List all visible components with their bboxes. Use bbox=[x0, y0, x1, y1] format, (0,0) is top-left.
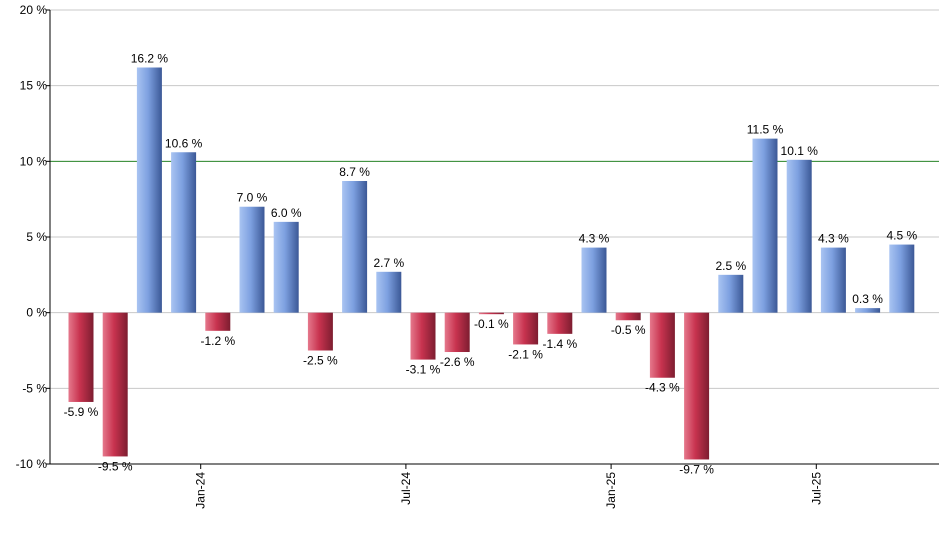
bar bbox=[273, 221, 299, 313]
x-tick-label: Jul-25 bbox=[809, 472, 823, 505]
bar bbox=[376, 271, 402, 313]
data-label: -0.5 % bbox=[611, 323, 646, 337]
data-label: 4.5 % bbox=[886, 229, 917, 243]
data-label: -9.5 % bbox=[98, 459, 133, 473]
bar bbox=[786, 159, 812, 313]
data-label: 2.7 % bbox=[373, 256, 404, 270]
data-label: 7.0 % bbox=[237, 191, 268, 205]
axes: 20 % 15 % 10 % 5 % 0 % -5 % -10 % Jan-24 Jul-24 J… bbox=[16, 3, 939, 509]
bar bbox=[478, 312, 504, 315]
bar bbox=[205, 312, 231, 331]
x-tick-label: Jul-24 bbox=[399, 472, 413, 505]
y-tick-label: 10 % bbox=[20, 154, 48, 168]
bar bbox=[171, 152, 197, 313]
data-label: -2.6 % bbox=[440, 355, 475, 369]
bar bbox=[307, 312, 333, 351]
y-tick-label: 15 % bbox=[20, 79, 48, 93]
data-label: 16.2 % bbox=[131, 52, 169, 66]
data-label: -1.2 % bbox=[200, 334, 235, 348]
bar bbox=[410, 312, 436, 360]
bar bbox=[136, 67, 162, 313]
data-labels: -5.9 % -9.5 % 16.2 % 10.6 % -1.2 % 7.0 %6.0 %… bbox=[64, 52, 918, 477]
data-label: 0.3 % bbox=[852, 292, 883, 306]
bar bbox=[855, 308, 881, 313]
data-label: 10.1 % bbox=[781, 144, 819, 158]
bar bbox=[68, 312, 94, 402]
data-label: -2.5 % bbox=[303, 354, 338, 368]
data-label: 8.7 % bbox=[339, 165, 370, 179]
bar bbox=[820, 247, 846, 313]
data-label: 10.6 % bbox=[165, 136, 203, 150]
data-label: 6.0 % bbox=[271, 206, 302, 220]
y-tick-label: -5 % bbox=[22, 381, 47, 395]
bar bbox=[239, 206, 265, 313]
bar bbox=[102, 312, 128, 457]
data-label: -5.9 % bbox=[64, 405, 99, 419]
x-tick-label: Jan-25 bbox=[604, 472, 618, 509]
data-label: -9.7 % bbox=[679, 462, 714, 476]
data-label: -2.1 % bbox=[508, 347, 543, 361]
data-label: 4.3 % bbox=[579, 232, 610, 246]
x-tick-label: Jan-24 bbox=[194, 472, 208, 509]
data-label: -4.3 % bbox=[645, 381, 680, 395]
y-tick-label: -10 % bbox=[16, 457, 48, 471]
bar bbox=[684, 312, 710, 460]
y-tick-label: 20 % bbox=[20, 3, 48, 17]
data-label: -1.4 % bbox=[542, 337, 577, 351]
bar bbox=[649, 312, 675, 378]
bar bbox=[889, 244, 915, 313]
y-tick-label: 5 % bbox=[26, 230, 47, 244]
bars bbox=[68, 67, 915, 460]
bar bbox=[615, 312, 641, 321]
bar bbox=[547, 312, 573, 334]
bar bbox=[752, 138, 778, 313]
data-label: -0.1 % bbox=[474, 317, 509, 331]
bar bbox=[444, 312, 470, 353]
data-label: -3.1 % bbox=[406, 363, 441, 377]
bar bbox=[718, 274, 744, 313]
data-label: 11.5 % bbox=[747, 123, 784, 137]
bar bbox=[513, 312, 539, 345]
y-tick-label: 0 % bbox=[26, 306, 47, 320]
data-label: 4.3 % bbox=[818, 232, 849, 246]
data-label: 2.5 % bbox=[715, 259, 746, 273]
bar bbox=[581, 247, 607, 313]
bar bbox=[342, 181, 368, 313]
